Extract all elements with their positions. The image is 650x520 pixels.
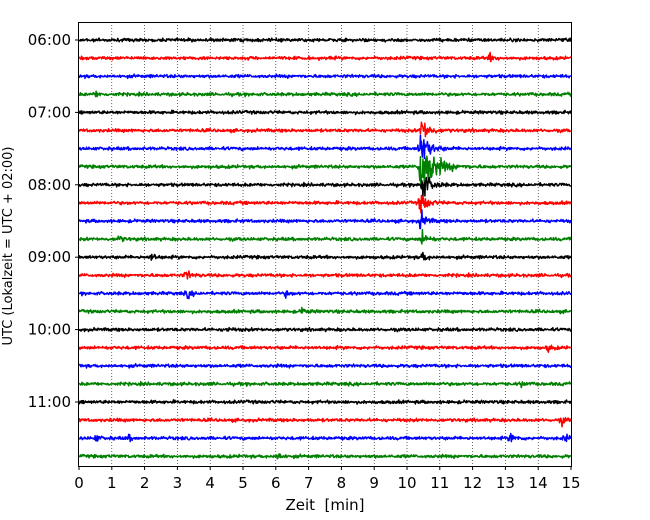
y-tick-label: 08:00: [28, 176, 71, 194]
trace-10:00: [78, 326, 572, 333]
trace-06:30: [78, 73, 572, 80]
trace-08:45: [78, 228, 572, 245]
y-axis-label: UTC (Lokalzeit = UTC + 02:00): [1, 147, 16, 346]
trace-10:45: [78, 380, 572, 389]
trace-06:00: [78, 37, 572, 43]
x-tick-label: 7: [304, 474, 314, 492]
x-tick-label: 9: [369, 474, 379, 492]
x-tick-label: 0: [74, 474, 84, 492]
y-tick-label: 09:00: [28, 248, 71, 266]
x-tick-label: 3: [173, 474, 183, 492]
trace-09:15: [78, 270, 572, 280]
trace-06:15: [78, 51, 572, 63]
trace-06:45: [78, 90, 572, 98]
x-tick-label: 10: [397, 474, 416, 492]
trace-07:15: [78, 121, 572, 138]
y-tick-label: 07:00: [28, 103, 71, 121]
trace-11:00: [78, 399, 572, 405]
y-tick-label: 10:00: [28, 321, 71, 339]
x-tick-label: 2: [140, 474, 150, 492]
trace-11:45: [78, 453, 572, 460]
x-tick-label: 12: [463, 474, 482, 492]
x-tick-label: 5: [238, 474, 248, 492]
vertical-gridlines: [111, 22, 539, 466]
x-axis-label: Zeit [min]: [285, 496, 364, 514]
trace-07:45: [78, 155, 572, 193]
x-tick-label: 8: [337, 474, 347, 492]
x-tick-label: 6: [271, 474, 281, 492]
plot-frame: [78, 22, 572, 467]
x-axis-ticks: 0 1 2 3 4 5 6 7 8 9 10 11 12 13 14 15: [74, 466, 581, 492]
trace-08:00: [78, 176, 572, 199]
x-tick-label: 4: [205, 474, 215, 492]
x-tick-label: 1: [107, 474, 117, 492]
trace-11:15: [78, 416, 572, 428]
trace-10:15: [78, 344, 572, 354]
x-tick-label: 14: [529, 474, 548, 492]
x-tick-label: 13: [496, 474, 515, 492]
trace-09:00: [78, 251, 572, 261]
x-tick-label: 15: [561, 474, 580, 492]
y-tick-label: 06:00: [28, 31, 71, 49]
trace-08:30: [78, 209, 572, 230]
x-tick-label: 11: [430, 474, 449, 492]
seismic-traces: [78, 37, 572, 460]
y-tick-label: 11:00: [28, 393, 71, 411]
y-axis-ticks: 06:00 07:00 08:00 09:00 10:00 11:00: [28, 31, 79, 411]
trace-09:45: [78, 306, 572, 315]
trace-11:30: [78, 432, 572, 443]
trace-07:30: [78, 134, 572, 160]
trace-09:30: [78, 290, 572, 300]
trace-08:15: [78, 194, 572, 214]
trace-10:30: [78, 362, 572, 369]
trace-07:00: [78, 109, 572, 116]
